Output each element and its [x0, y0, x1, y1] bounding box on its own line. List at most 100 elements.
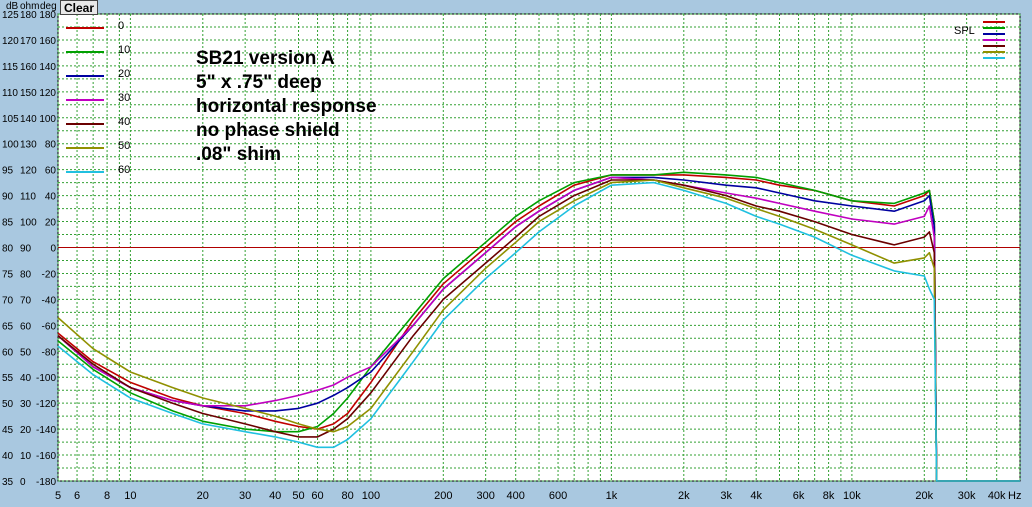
- x-tick-label: 2k: [678, 490, 690, 502]
- x-tick-label: 3k: [720, 490, 732, 502]
- x-tick-label: 100: [362, 490, 380, 502]
- y-tick-label-db: 85: [2, 218, 14, 229]
- x-tick-label: 30: [239, 490, 251, 502]
- clear-button[interactable]: Clear: [60, 0, 98, 15]
- y-tick-label-deg: 160: [39, 36, 56, 47]
- y-tick-label-db: 65: [2, 321, 14, 332]
- legend-label: 40: [118, 116, 130, 128]
- annotation-text: .08" shim: [196, 144, 281, 165]
- legend-label: 0: [118, 20, 124, 32]
- legend-label: 60: [118, 164, 130, 176]
- annotations: SB21 version A 5" x .75" deep horizontal r…: [196, 48, 377, 165]
- y-tick-label-deg: 40: [45, 192, 57, 203]
- y-tick-label-deg: 20: [45, 218, 57, 229]
- db-axis-header: dB: [6, 1, 19, 12]
- x-tick-label: 40k: [988, 490, 1006, 502]
- x-tick-label: 6k: [793, 490, 805, 502]
- y-tick-label-db: 55: [2, 373, 14, 384]
- x-tick-label: 300: [476, 490, 494, 502]
- y-tick-label-deg: 60: [45, 166, 57, 177]
- y-tick-label-ohm: 170: [20, 36, 37, 47]
- x-tick-label: 60: [311, 490, 323, 502]
- y-tick-label-ohm: 20: [20, 425, 32, 436]
- y-tick-label-ohm: 50: [20, 347, 32, 358]
- right-legend-title: SPL: [954, 25, 975, 37]
- x-tick-label: 8k: [823, 490, 835, 502]
- y-tick-label-deg: -160: [36, 451, 56, 462]
- series-line-60: [57, 181, 1020, 482]
- y-tick-label-ohm: 40: [20, 373, 32, 384]
- annotation-text: no phase shield: [196, 120, 340, 141]
- y-tick-label-db: 115: [2, 62, 18, 73]
- y-tick-label-db: 80: [2, 244, 14, 255]
- y-tick-label-db: 60: [2, 347, 14, 358]
- y-tick-label-deg: 0: [50, 244, 56, 255]
- series-group: [57, 171, 1020, 482]
- x-tick-label: 30k: [958, 490, 976, 502]
- x-tick-label: 5: [55, 490, 61, 502]
- series-line-30: [57, 176, 1020, 482]
- y-tick-label-ohm: 90: [20, 244, 32, 255]
- x-unit-label: Hz: [1008, 490, 1021, 502]
- y-tick-label-ohm: 0: [20, 477, 26, 488]
- x-tick-label: 4k: [750, 490, 762, 502]
- series-line-10: [57, 171, 1020, 482]
- y-tick-label-db: 75: [2, 269, 14, 280]
- y-tick-label-db: 100: [2, 140, 19, 151]
- y-tick-label-db: 120: [2, 36, 19, 47]
- y-tick-label-db: 110: [2, 88, 18, 99]
- y-tick-label-ohm: 150: [20, 88, 37, 99]
- y-tick-label-ohm: 10: [20, 451, 32, 462]
- x-tick-label: 6: [74, 490, 80, 502]
- legend-label: 30: [118, 92, 130, 104]
- x-tick-label: 600: [549, 490, 567, 502]
- y-tick-label-deg: 80: [45, 140, 57, 151]
- deg-axis-header: deg: [40, 1, 57, 12]
- series-line-0: [57, 174, 1020, 482]
- y-tick-label-ohm: 80: [20, 269, 32, 280]
- y-tick-label-ohm: 30: [20, 399, 32, 410]
- x-tick-label: 40: [269, 490, 281, 502]
- right-legend[interactable]: SPL: [954, 21, 1005, 59]
- y-tick-label-deg: -180: [36, 477, 56, 488]
- y-tick-label-ohm: 100: [20, 218, 37, 229]
- y-tick-label-db: 125: [2, 10, 19, 21]
- y-tick-label-deg: -60: [42, 321, 57, 332]
- series-line-40: [57, 179, 1020, 482]
- legend: 0 10 20 30 40 50 60: [66, 20, 130, 176]
- y-tick-label-db: 50: [2, 399, 14, 410]
- y-tick-label-deg: -40: [42, 295, 57, 306]
- annotation-text: 5" x .75" deep: [196, 72, 322, 93]
- y-tick-label-db: 40: [2, 451, 14, 462]
- x-tick-label: 20k: [915, 490, 933, 502]
- x-tick-label: 200: [434, 490, 452, 502]
- y-tick-label-deg: -20: [42, 269, 57, 280]
- y-tick-label-deg: -80: [42, 347, 57, 358]
- x-tick-label: 8: [104, 490, 110, 502]
- legend-label: 20: [118, 68, 130, 80]
- y-tick-label-db: 90: [2, 192, 14, 203]
- x-tick-label: 20: [197, 490, 209, 502]
- x-axis-labels: 5 6 8 10 20 30 40 50 60 80 100 200 300 400 600 1k 2k 3k 4k…: [55, 490, 1006, 502]
- y-tick-label-deg: 120: [39, 88, 56, 99]
- y-tick-label-deg: -100: [36, 373, 56, 384]
- y-tick-label-db: 45: [2, 425, 14, 436]
- annotation-text: SB21 version A: [196, 48, 335, 69]
- x-tick-label: 80: [341, 490, 353, 502]
- y-tick-label-deg: -140: [36, 425, 56, 436]
- annotation-text: horizontal response: [196, 96, 377, 117]
- y-tick-label-deg: 100: [39, 114, 56, 125]
- y-tick-label-ohm: 70: [20, 295, 32, 306]
- x-tick-label: 10: [124, 490, 136, 502]
- y-tick-label-ohm: 180: [20, 10, 37, 21]
- y-tick-label-ohm: 130: [20, 140, 37, 151]
- legend-label: 50: [118, 140, 130, 152]
- x-tick-label: 400: [507, 490, 525, 502]
- y-tick-label-db: 70: [2, 295, 14, 306]
- x-tick-label: 50: [292, 490, 304, 502]
- y-tick-label-ohm: 140: [20, 114, 37, 125]
- y-tick-label-db: 105: [2, 114, 19, 125]
- y-tick-label-db: 35: [2, 477, 14, 488]
